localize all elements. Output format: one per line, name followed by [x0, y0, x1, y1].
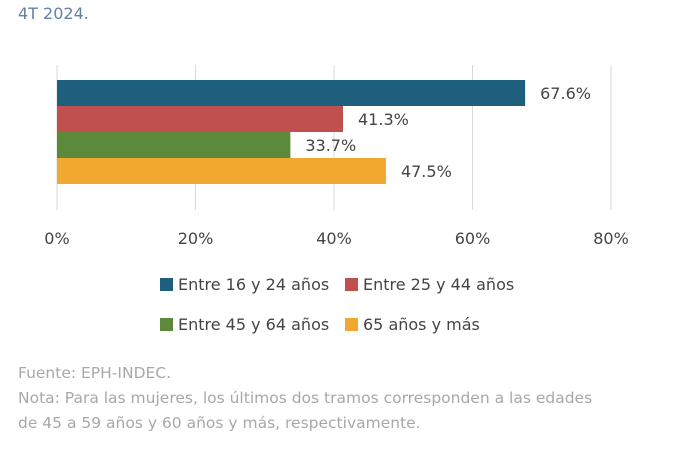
legend-item-1: Entre 25 y 44 años — [345, 275, 514, 294]
x-tick-label: 40% — [316, 229, 352, 248]
data-label: 67.6% — [540, 84, 591, 103]
legend-item-0: Entre 16 y 24 años — [160, 275, 329, 294]
x-tick-label: 20% — [178, 229, 214, 248]
data-label: 47.5% — [401, 162, 452, 181]
bar-0 — [57, 80, 526, 106]
legend-label: 65 años y más — [363, 315, 480, 334]
legend-item-2: Entre 45 y 64 años — [160, 315, 329, 334]
source-note: Fuente: EPH-INDEC. — [18, 364, 172, 382]
chart-title-fragment: 4T 2024. — [18, 4, 89, 23]
bar-3 — [57, 158, 386, 184]
note-line-1: Nota: Para las mujeres, los últimos dos … — [18, 389, 593, 407]
legend-label: Entre 45 y 64 años — [178, 315, 330, 334]
legend-label: Entre 16 y 24 años — [178, 275, 330, 294]
x-tick-label: 60% — [455, 229, 491, 248]
legend-swatch — [160, 278, 173, 291]
legend-swatch — [160, 318, 173, 331]
legend-label: Entre 25 y 44 años — [363, 275, 515, 294]
data-label: 41.3% — [358, 110, 409, 129]
x-tick-label: 80% — [593, 229, 629, 248]
legend-swatch — [345, 278, 358, 291]
bar-1 — [57, 106, 344, 132]
legend-swatch — [345, 318, 358, 331]
legend-item-3: 65 años y más — [345, 315, 480, 334]
x-tick-label: 0% — [44, 229, 69, 248]
bar-2 — [57, 132, 291, 158]
data-label: 33.7% — [305, 136, 356, 155]
note-line-2: de 45 a 59 años y 60 años y más, respect… — [18, 414, 421, 432]
